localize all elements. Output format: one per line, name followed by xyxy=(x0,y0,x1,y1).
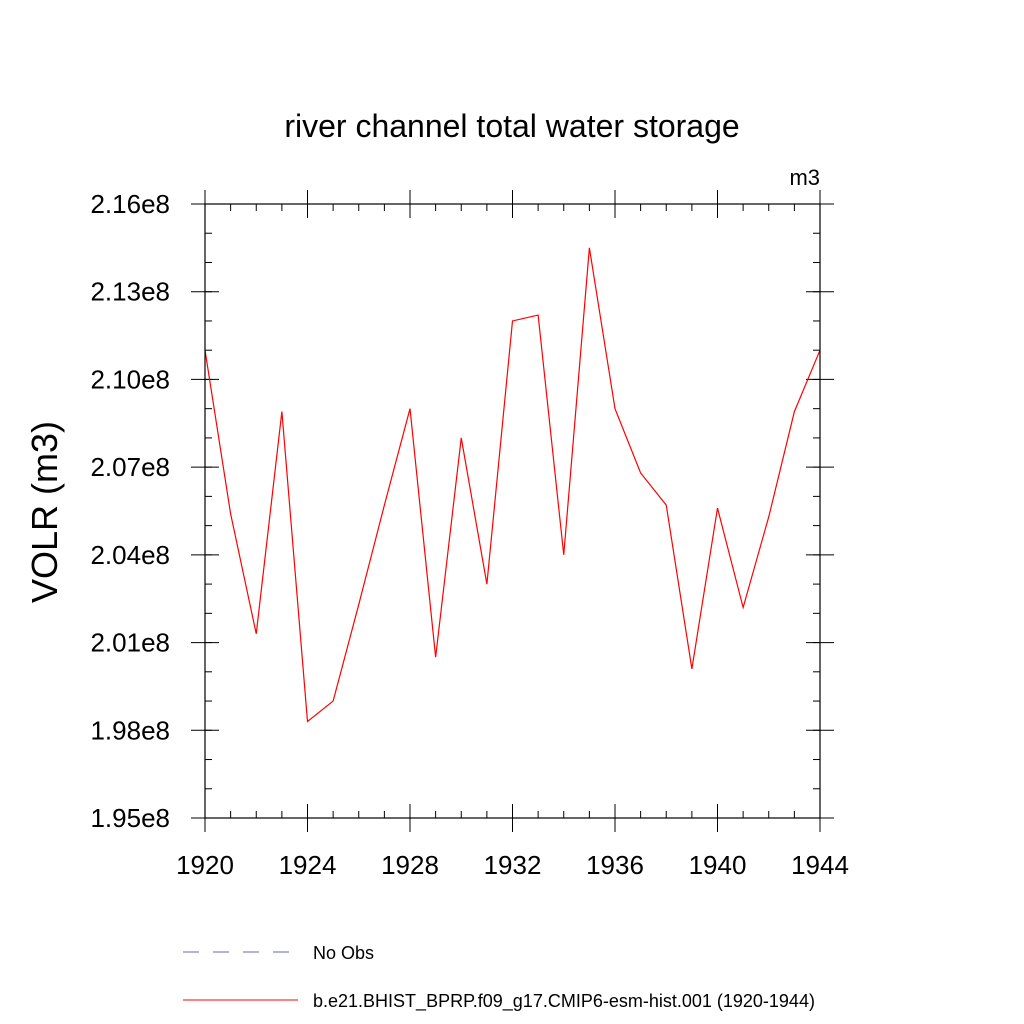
x-tick-label: 1944 xyxy=(791,850,849,880)
data-point xyxy=(357,603,360,606)
data-point xyxy=(793,410,796,413)
data-point xyxy=(588,246,591,249)
data-point xyxy=(306,720,309,723)
data-point xyxy=(383,504,386,507)
series-line xyxy=(204,247,821,723)
data-point xyxy=(434,656,437,659)
y-axis-title: VOLR (m3) xyxy=(24,421,65,603)
y-tick-label: 2.13e8 xyxy=(90,277,170,307)
data-point xyxy=(690,667,693,670)
y-tick-label: 1.98e8 xyxy=(90,715,170,745)
data-point xyxy=(255,632,258,635)
chart-title: river channel total water storage xyxy=(284,108,739,144)
x-tick-label: 1932 xyxy=(484,850,542,880)
data-point xyxy=(614,407,617,410)
plot-frame xyxy=(204,203,821,819)
x-tick-label: 1924 xyxy=(279,850,337,880)
units-label: m3 xyxy=(789,165,820,190)
x-tick-label: 1920 xyxy=(176,850,234,880)
data-point xyxy=(229,512,232,515)
data-point xyxy=(537,314,540,317)
data-point xyxy=(639,471,642,474)
legend-label: b.e21.BHIST_BPRP.f09_g17.CMIP6-esm-hist.… xyxy=(313,991,815,1012)
x-tick-label: 1936 xyxy=(586,850,644,880)
y-tick-label: 2.16e8 xyxy=(90,189,170,219)
data-point xyxy=(742,606,745,609)
x-tick-label: 1928 xyxy=(381,850,439,880)
data-point xyxy=(460,436,463,439)
data-point xyxy=(485,583,488,586)
legend: No Obs b.e21.BHIST_BPRP.f09_g17.CMIP6-esm… xyxy=(183,943,815,1012)
y-tick-label: 2.01e8 xyxy=(90,628,170,658)
y-tick-label: 2.07e8 xyxy=(90,452,170,482)
data-point xyxy=(511,319,514,322)
data-point xyxy=(767,515,770,518)
legend-label: No Obs xyxy=(313,943,374,963)
data-point xyxy=(716,507,719,510)
series-layer xyxy=(204,246,821,723)
y-tick-label: 2.10e8 xyxy=(90,364,170,394)
data-point xyxy=(562,553,565,556)
data-point xyxy=(280,410,283,413)
data-point xyxy=(332,700,335,703)
y-tick-label: 1.95e8 xyxy=(90,803,170,833)
data-point xyxy=(409,407,412,410)
y-tick-label: 2.04e8 xyxy=(90,540,170,570)
data-point xyxy=(665,504,668,507)
axis-ticks: 1920 1924 1928 1932 1936 1940 1944 1.95e8 1.98e8… xyxy=(90,189,848,880)
x-tick-label: 1940 xyxy=(689,850,747,880)
